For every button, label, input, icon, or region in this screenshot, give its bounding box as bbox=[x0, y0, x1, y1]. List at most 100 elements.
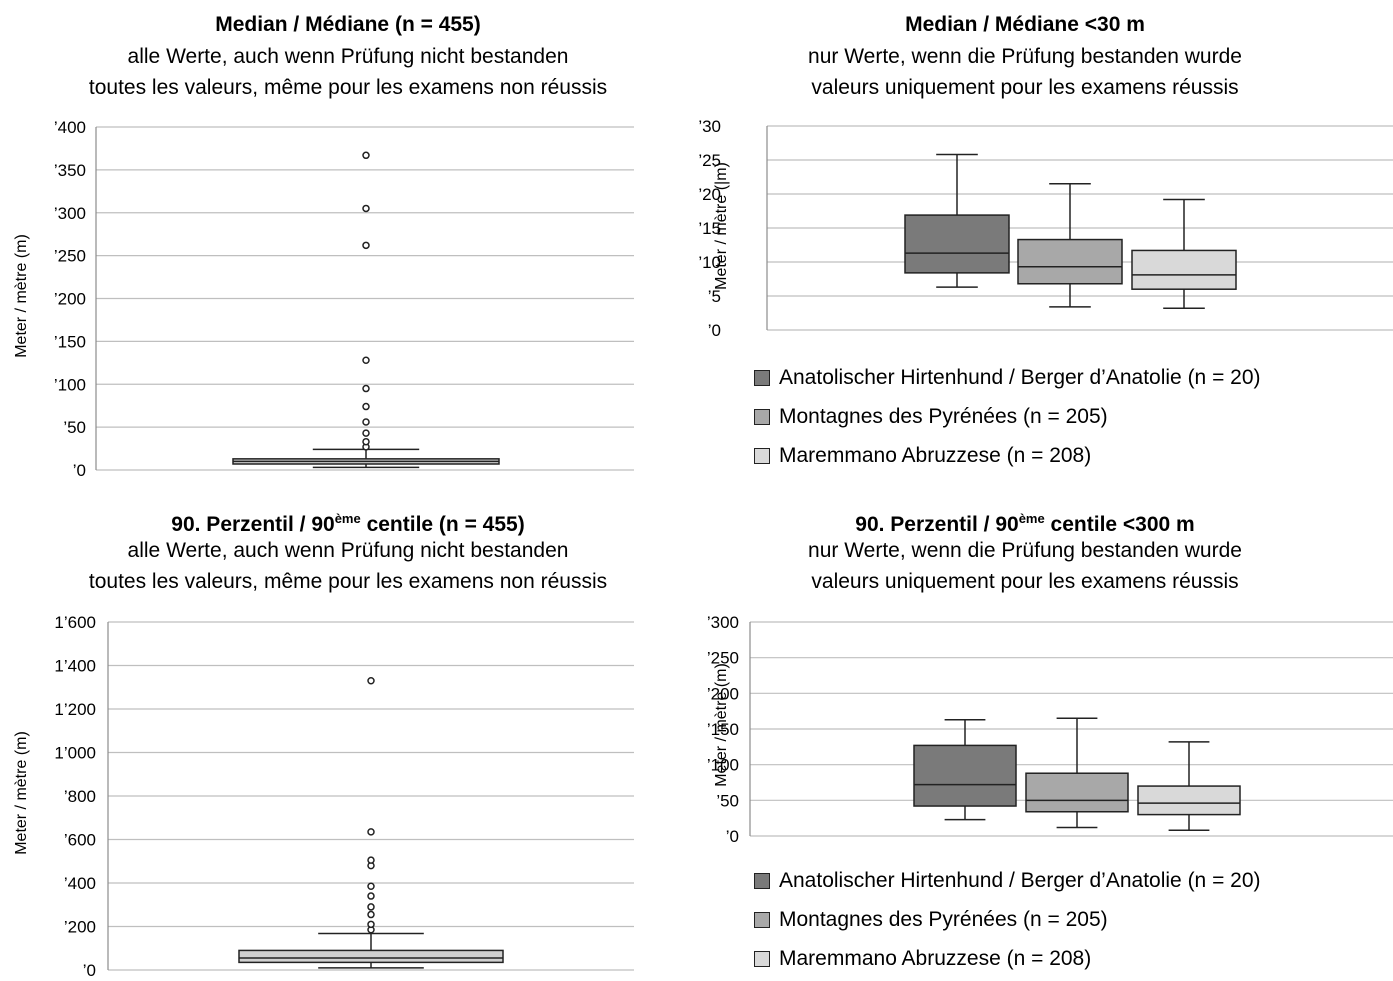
chart-title-rest: centile (n = 455) bbox=[360, 513, 525, 536]
outlier-point bbox=[362, 356, 370, 364]
chart-title-rest: centile <300 m bbox=[1044, 513, 1195, 536]
box bbox=[913, 744, 1017, 807]
legend-label: Maremmano Abruzzese (n = 208) bbox=[779, 947, 1092, 970]
chart-title: Median / Médiane <30 m bbox=[905, 13, 1145, 36]
chart-subtitle-fr: valeurs uniquement pour les examens réus… bbox=[811, 76, 1239, 99]
chart-title-sup: ème bbox=[1018, 511, 1045, 526]
y-tick-label: ’400 bbox=[54, 118, 86, 137]
y-tick-label: ’20 bbox=[698, 185, 721, 204]
legend-label: Anatolischer Hirtenhund / Berger d’Anato… bbox=[779, 366, 1261, 389]
y-tick-label: ’250 bbox=[54, 247, 86, 266]
box bbox=[1137, 785, 1241, 816]
chart-90th-percentile-under-300: 90. Perzentil / 90ème centile <300 m nur… bbox=[697, 494, 1393, 981]
outlier-point bbox=[367, 892, 375, 900]
legend-swatch bbox=[754, 448, 770, 464]
plot-area: ’0 ’200 ’400 ’600 ’800 1’000 1’200 1’400 1’600 bbox=[54, 613, 634, 980]
legend-item-pyrenees: Montagnes des Pyrénées (n = 205) bbox=[754, 908, 1108, 932]
y-tick-label: ’100 bbox=[54, 375, 86, 394]
y-tick-label: ’25 bbox=[698, 151, 721, 170]
legend-item-anatolian: Anatolischer Hirtenhund / Berger d’Anato… bbox=[754, 366, 1261, 390]
plot-area: ’0 ’50 ’100 ’150 ’200 ’250 ’300 bbox=[707, 613, 1393, 846]
y-tick-label: ’800 bbox=[64, 787, 96, 806]
chart-subtitle-de: alle Werte, auch wenn Prüfung nicht best… bbox=[127, 539, 569, 562]
chart-subtitle-de: alle Werte, auch wenn Prüfung nicht best… bbox=[127, 45, 569, 68]
legend-swatch bbox=[754, 873, 770, 889]
chart-title-sup: ème bbox=[334, 511, 361, 526]
y-tick-label: ’250 bbox=[707, 649, 739, 668]
legend-swatch bbox=[754, 370, 770, 386]
chart-title: 90. Perzentil / 90ème centile <300 m bbox=[677, 504, 1373, 540]
legend-label: Montagnes des Pyrénées (n = 205) bbox=[779, 908, 1108, 931]
legend-item-maremmano: Maremmano Abruzzese (n = 208) bbox=[754, 947, 1091, 971]
legend-swatch bbox=[754, 409, 770, 425]
y-tick-label: ’0 bbox=[726, 827, 739, 846]
y-tick-label: ’200 bbox=[54, 290, 86, 309]
y-tick-label: ’300 bbox=[707, 613, 739, 632]
y-tick-label: ’50 bbox=[716, 791, 739, 810]
outlier-point bbox=[367, 920, 375, 929]
y-tick-label: ’50 bbox=[63, 418, 86, 437]
y-tick-label: 1’000 bbox=[54, 744, 96, 763]
outlier-point bbox=[367, 910, 375, 919]
chart-subtitle-de: nur Werte, wenn die Prüfung bestanden wu… bbox=[808, 45, 1242, 68]
plot-area: ’0 ’50 ’100 ’150 ’200 ’250 ’300 ’350 ’400 bbox=[54, 118, 634, 480]
outlier-point bbox=[367, 856, 375, 864]
outlier-point bbox=[362, 204, 370, 213]
outlier-point bbox=[367, 676, 375, 685]
outlier-point bbox=[367, 828, 375, 836]
chart-subtitle-fr: toutes les valeurs, même pour les examen… bbox=[88, 76, 608, 99]
chart-title-main: 90. Perzentil / 90 bbox=[171, 513, 335, 536]
y-tick-label: ’400 bbox=[64, 874, 96, 893]
chart-title-main: 90. Perzentil / 90 bbox=[855, 513, 1019, 536]
y-tick-label: ’10 bbox=[698, 253, 721, 272]
box bbox=[1017, 238, 1123, 285]
legend-item-maremmano: Maremmano Abruzzese (n = 208) bbox=[754, 444, 1091, 468]
legend-label: Montagnes des Pyrénées (n = 205) bbox=[779, 405, 1108, 428]
outlier-point bbox=[367, 903, 375, 911]
y-tick-label: ’15 bbox=[698, 219, 721, 238]
y-tick-label: ’200 bbox=[64, 918, 96, 937]
legend-item-pyrenees: Montagnes des Pyrénées (n = 205) bbox=[754, 405, 1108, 429]
y-tick-label: 1’600 bbox=[54, 613, 96, 632]
y-tick-label: ’100 bbox=[707, 756, 739, 775]
outlier-point bbox=[362, 402, 370, 411]
y-tick-label: ’5 bbox=[708, 287, 721, 306]
box bbox=[238, 949, 504, 964]
outlier-point bbox=[362, 437, 370, 446]
outlier-point bbox=[362, 384, 370, 393]
y-tick-label: 1’200 bbox=[54, 700, 96, 719]
legend-swatch bbox=[754, 951, 770, 967]
legend-item-anatolian: Anatolischer Hirtenhund / Berger d’Anato… bbox=[754, 869, 1261, 893]
legend-label: Maremmano Abruzzese (n = 208) bbox=[779, 444, 1092, 467]
chart-subtitle-de: nur Werte, wenn die Prüfung bestanden wu… bbox=[808, 539, 1242, 562]
outlier-point bbox=[362, 241, 370, 250]
y-tick-label: ’150 bbox=[54, 332, 86, 351]
chart-subtitle-fr: toutes les valeurs, même pour les examen… bbox=[88, 570, 608, 593]
y-tick-label: ’600 bbox=[64, 831, 96, 850]
y-tick-label: ’0 bbox=[83, 961, 96, 980]
legend-swatch bbox=[754, 912, 770, 928]
outlier-point bbox=[362, 151, 370, 160]
box bbox=[904, 214, 1010, 274]
box bbox=[1025, 772, 1129, 813]
outlier-point bbox=[362, 429, 370, 437]
outlier-point bbox=[362, 418, 370, 426]
chart-subtitle-fr: valeurs uniquement pour les examens réus… bbox=[811, 570, 1239, 593]
chart-median-all: Median / Médiane (n = 455) alle Werte, a… bbox=[0, 0, 696, 487]
outlier-point bbox=[367, 882, 375, 891]
y-tick-label: ’0 bbox=[708, 321, 721, 340]
legend-label: Anatolischer Hirtenhund / Berger d’Anato… bbox=[779, 869, 1261, 892]
y-tick-label: ’200 bbox=[707, 684, 739, 703]
y-tick-label: 1’400 bbox=[54, 657, 96, 676]
y-tick-label: ’300 bbox=[54, 204, 86, 223]
y-tick-label: ’30 bbox=[698, 117, 721, 136]
box bbox=[1131, 249, 1237, 290]
chart-title: 90. Perzentil / 90ème centile (n = 455) bbox=[0, 504, 696, 540]
y-tick-label: ’350 bbox=[54, 161, 86, 180]
y-tick-label: ’0 bbox=[73, 461, 86, 480]
plot-area: ’0 ’5 ’10 ’15 ’20 ’25 ’30 bbox=[698, 117, 1393, 340]
chart-median-under-30: Median / Médiane <30 m nur Werte, wenn d… bbox=[697, 0, 1393, 487]
y-tick-label: ’150 bbox=[707, 720, 739, 739]
chart-title: Median / Médiane (n = 455) bbox=[215, 13, 481, 36]
chart-90th-percentile-all: 90. Perzentil / 90ème centile (n = 455) … bbox=[0, 494, 696, 981]
